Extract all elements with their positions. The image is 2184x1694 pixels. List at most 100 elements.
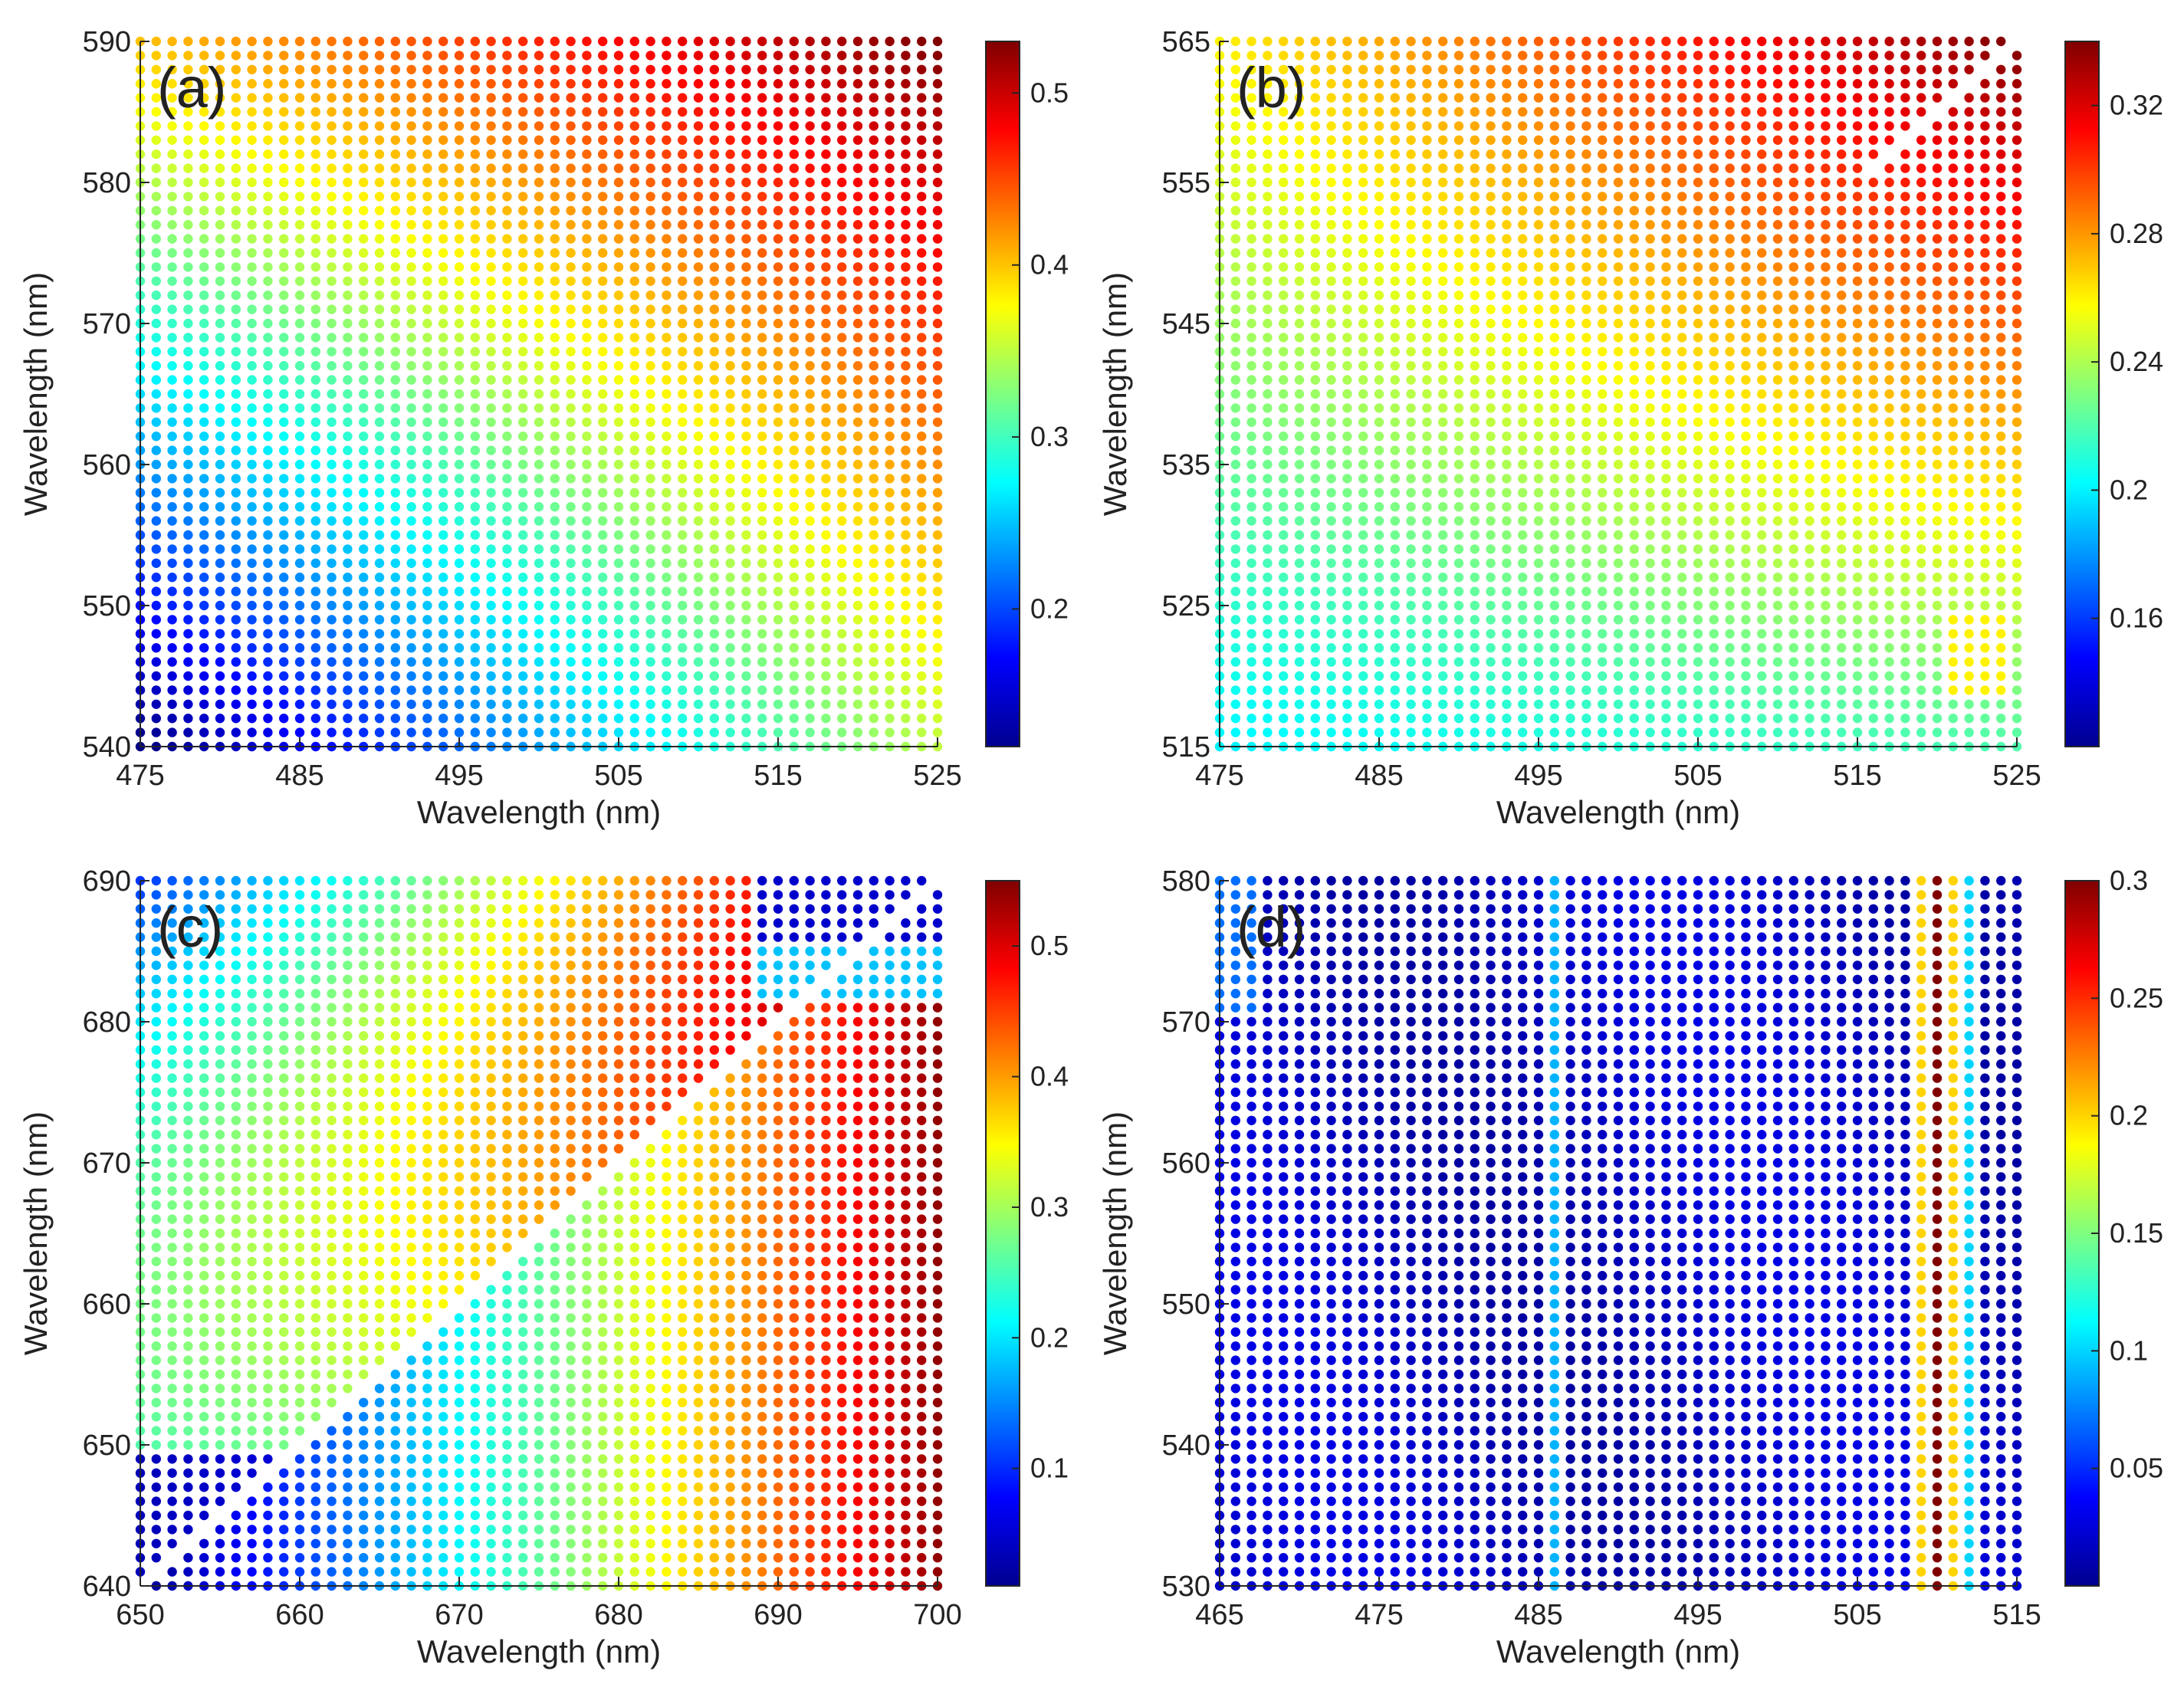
scatter-point [1549, 192, 1560, 202]
scatter-point [1581, 714, 1591, 724]
scatter-point [837, 93, 847, 103]
scatter-point [390, 177, 400, 188]
scatter-point [1613, 615, 1624, 625]
scatter-point [1900, 375, 1910, 385]
scatter-point [231, 234, 241, 244]
scatter-point [1246, 558, 1256, 568]
scatter-point [821, 502, 831, 512]
scatter-point [231, 727, 241, 737]
scatter-point [1598, 135, 1608, 145]
scatter-point [1757, 629, 1767, 639]
scatter-point [645, 205, 655, 215]
scatter-point [885, 516, 895, 526]
scatter-point [709, 445, 719, 455]
scatter-point [629, 699, 639, 709]
scatter-point [566, 149, 576, 159]
scatter-point [470, 657, 480, 667]
scatter-point [773, 304, 783, 314]
scatter-point [629, 149, 639, 159]
scatter-point [438, 205, 448, 215]
scatter-point [310, 714, 320, 724]
scatter-point [1565, 205, 1575, 215]
scatter-point [231, 192, 241, 202]
scatter-point [725, 544, 735, 554]
scatter-point [1598, 558, 1608, 568]
scatter-point [757, 107, 767, 117]
scatter-point [1645, 699, 1655, 709]
scatter-point [837, 474, 847, 484]
scatter-point [1805, 530, 1815, 540]
scatter-point [805, 714, 815, 724]
scatter-point [486, 643, 496, 653]
scatter-point [294, 346, 305, 356]
scatter-point [1693, 346, 1703, 356]
scatter-point [279, 93, 289, 103]
scatter-point [1772, 192, 1783, 202]
scatter-point [1581, 389, 1591, 399]
scatter-point [1549, 544, 1560, 554]
scatter-point [518, 346, 528, 356]
scatter-point [645, 699, 655, 709]
scatter-point [1629, 685, 1639, 695]
scatter-point [917, 699, 927, 709]
scatter-point [645, 417, 655, 427]
scatter-point [247, 417, 257, 427]
scatter-point [1246, 671, 1256, 681]
scatter-point [869, 432, 879, 442]
scatter-point [1661, 220, 1671, 230]
scatter-point [1549, 333, 1560, 343]
scatter-point [310, 389, 320, 399]
scatter-point [374, 220, 385, 230]
scatter-point [550, 573, 560, 583]
scatter-point [613, 107, 624, 117]
scatter-point [310, 177, 320, 188]
scatter-point [1837, 445, 1847, 455]
scatter-point [613, 36, 624, 47]
scatter-point [231, 516, 241, 526]
scatter-point [167, 459, 177, 470]
scatter-point [1772, 459, 1783, 470]
scatter-point [582, 192, 592, 202]
scatter-point [390, 248, 400, 258]
scatter-point [1279, 51, 1289, 61]
scatter-point [294, 79, 305, 89]
scatter-point [1741, 361, 1751, 371]
scatter-point [821, 121, 831, 131]
scatter-point [789, 657, 800, 667]
scatter-point [1533, 445, 1544, 455]
scatter-point [1263, 544, 1273, 554]
scatter-point [1629, 64, 1639, 75]
scatter-point [1598, 375, 1608, 385]
scatter-point [438, 234, 448, 244]
scatter-point [662, 64, 672, 75]
scatter-point [1757, 79, 1767, 89]
scatter-point [1598, 403, 1608, 413]
scatter-point [1390, 346, 1401, 356]
scatter-point [454, 544, 465, 554]
scatter-point [1326, 573, 1336, 583]
scatter-point [1358, 417, 1368, 427]
scatter-point [1374, 488, 1384, 497]
scatter-point [598, 445, 608, 455]
scatter-point [901, 643, 911, 653]
scatter-point [183, 714, 193, 724]
scatter-point [470, 36, 480, 47]
scatter-point [1884, 558, 1894, 568]
scatter-point [279, 333, 289, 343]
scatter-point [1868, 220, 1878, 230]
scatter-point [550, 699, 560, 709]
scatter-point [1246, 432, 1256, 442]
scatter-point [852, 304, 863, 314]
scatter-point [1757, 445, 1767, 455]
scatter-point [1565, 36, 1575, 47]
scatter-point [1358, 346, 1368, 356]
scatter-point [374, 530, 385, 540]
scatter-point [1629, 262, 1639, 272]
scatter-point [1279, 544, 1289, 554]
scatter-point [629, 445, 639, 455]
scatter-point [359, 615, 369, 625]
scatter-point [629, 333, 639, 343]
scatter-point [1868, 36, 1878, 47]
scatter-point [693, 502, 704, 512]
scatter-point [1837, 615, 1847, 625]
